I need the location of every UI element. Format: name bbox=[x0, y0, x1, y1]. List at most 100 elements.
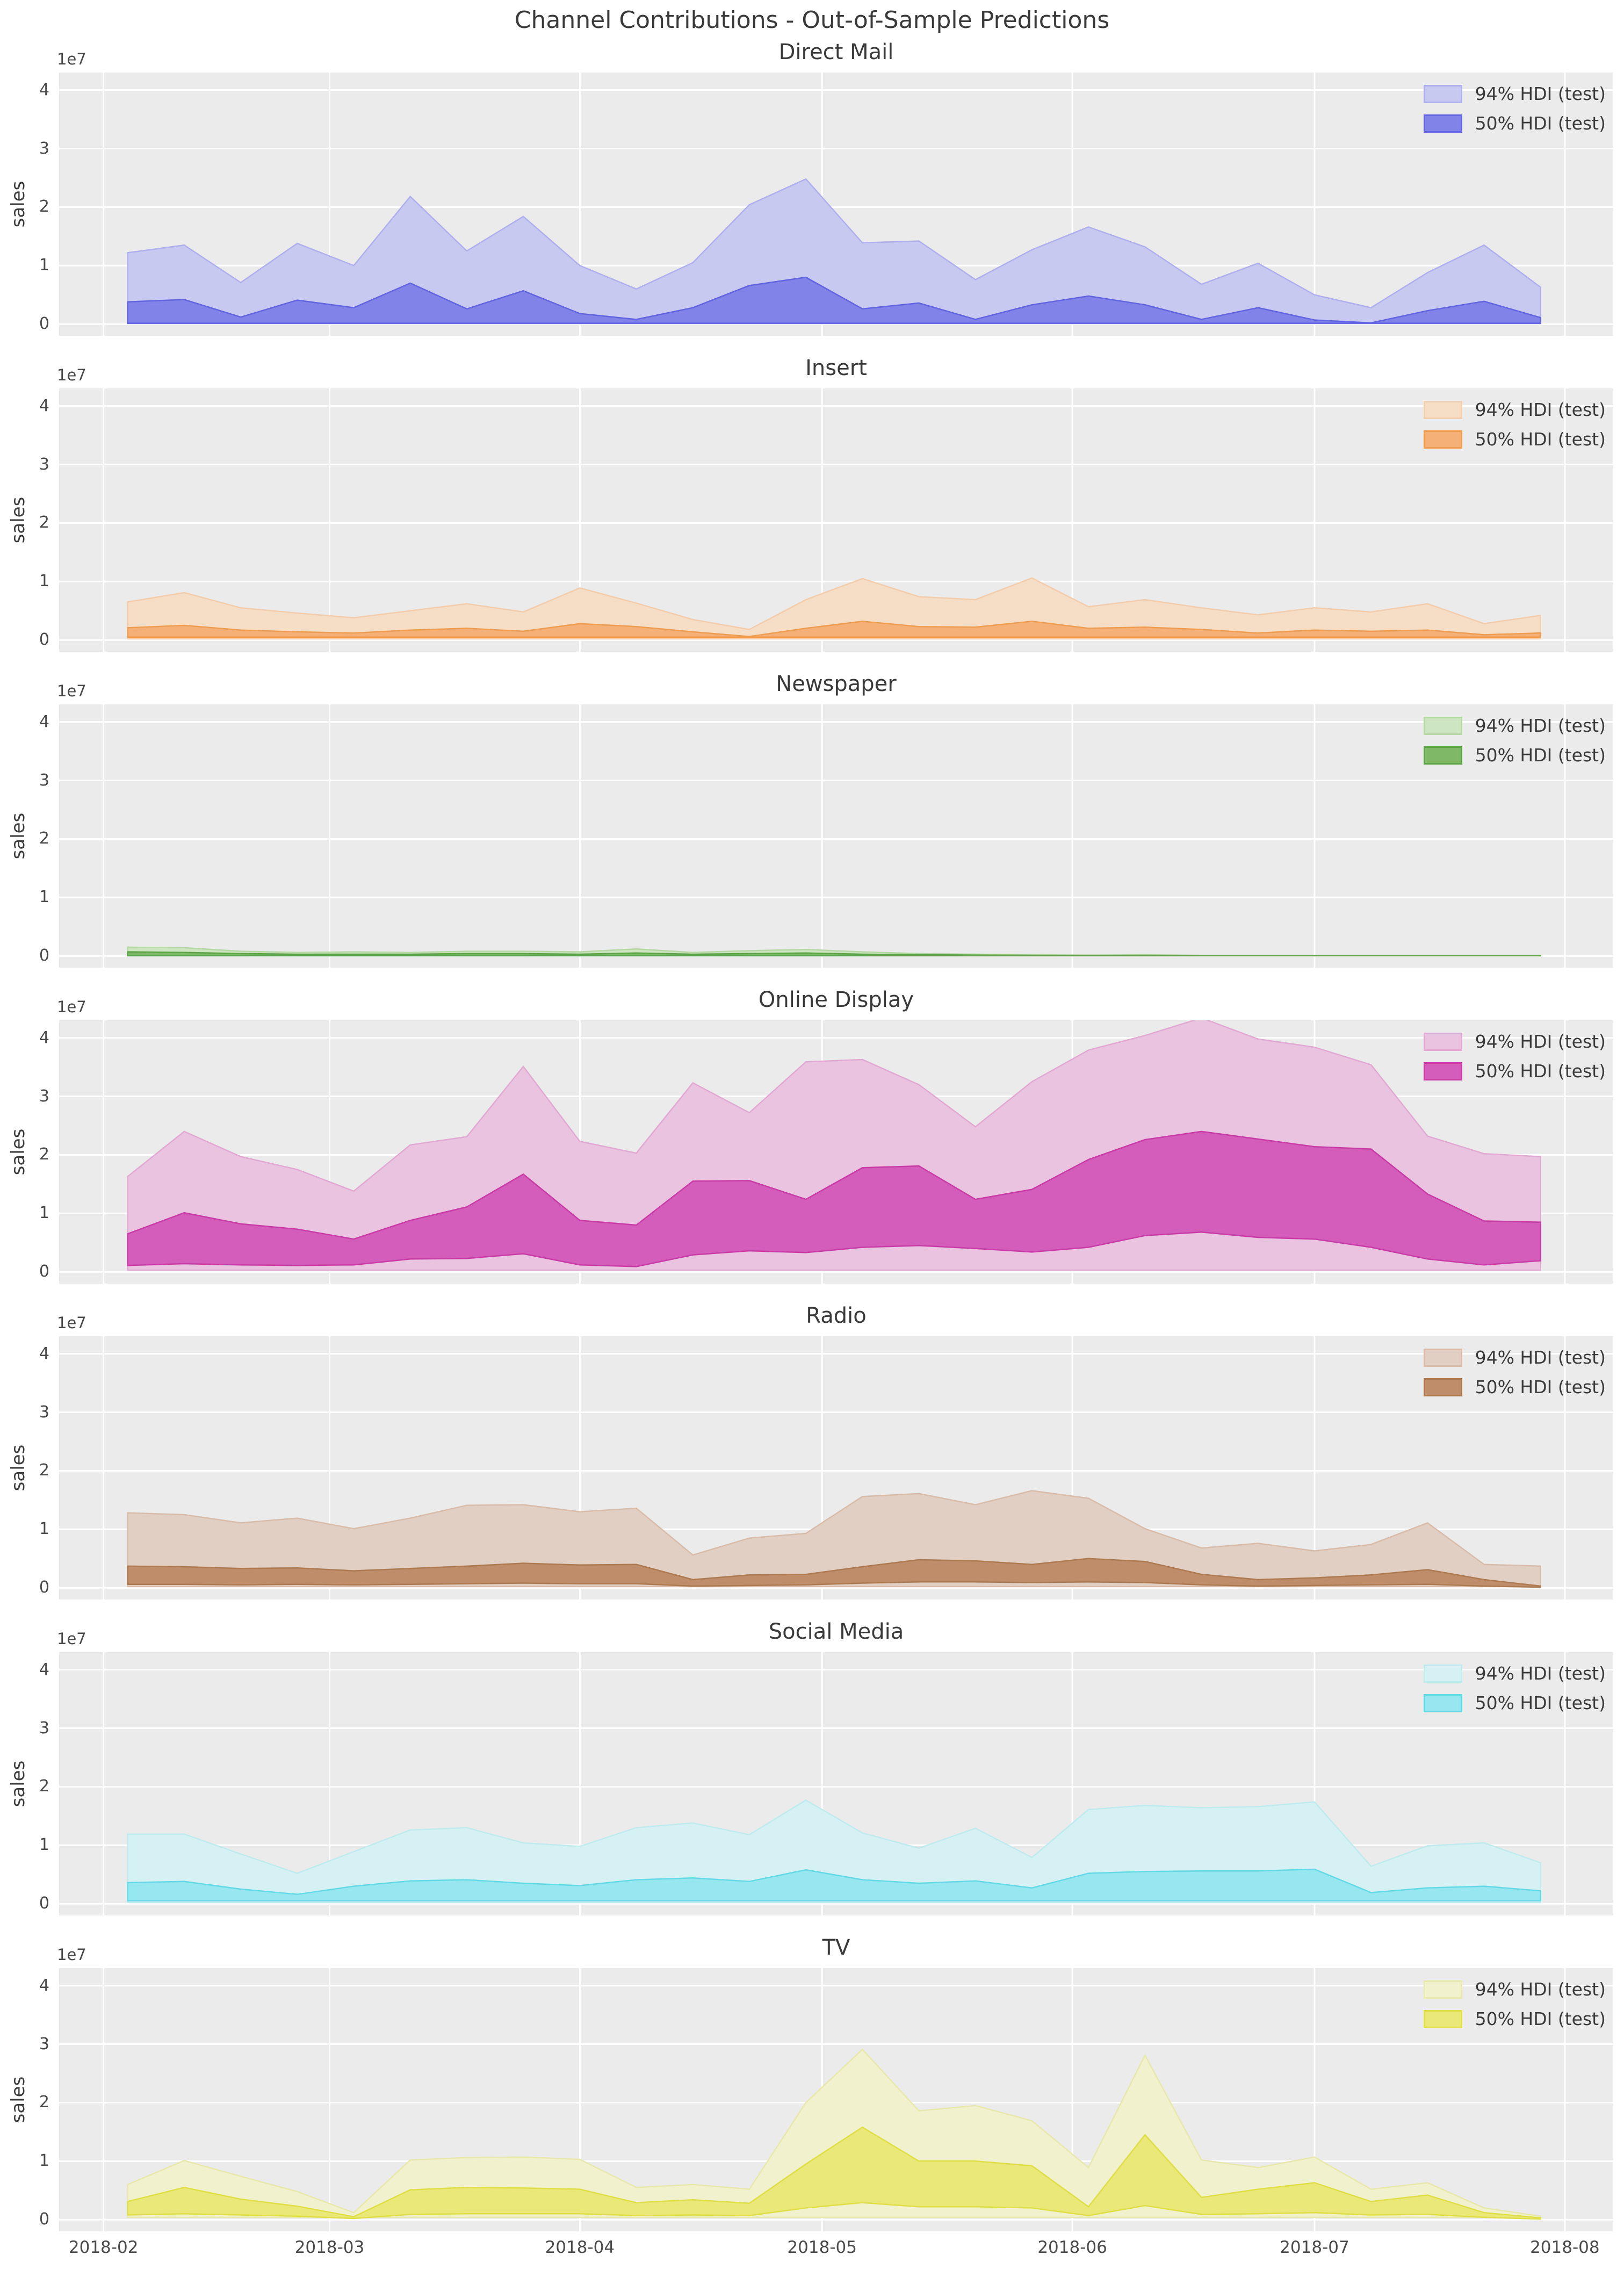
legend-label-50: 50% HDI (test) bbox=[1475, 1692, 1606, 1713]
y-axis-offset-text: 1e7 bbox=[57, 1630, 86, 1648]
legend-entry-50: 50% HDI (test) bbox=[1423, 1061, 1606, 1082]
y-tick-label: 4 bbox=[39, 1028, 49, 1047]
legend-label-50: 50% HDI (test) bbox=[1475, 1377, 1606, 1397]
legend-entry-50: 50% HDI (test) bbox=[1423, 745, 1606, 766]
subplot-title: Newspaper bbox=[776, 672, 897, 696]
plot-area: 94% HDI (test) 50% HDI (test) bbox=[59, 1652, 1613, 1915]
chart-canvas bbox=[59, 1652, 1613, 1915]
legend-entry-94: 94% HDI (test) bbox=[1423, 1347, 1606, 1368]
subplot-title: Insert bbox=[805, 356, 867, 380]
hdi94-band bbox=[127, 577, 1541, 640]
chart-canvas bbox=[59, 1968, 1613, 2231]
legend: 94% HDI (test) 50% HDI (test) bbox=[1423, 1663, 1606, 1713]
legend: 94% HDI (test) 50% HDI (test) bbox=[1423, 1031, 1606, 1082]
x-tick-label: 2018-04 bbox=[545, 2238, 615, 2257]
y-tick-label: 4 bbox=[39, 396, 49, 415]
y-tick-label: 2 bbox=[39, 829, 49, 848]
legend-label-50: 50% HDI (test) bbox=[1475, 1061, 1606, 1082]
figure-title: Channel Contributions - Out-of-Sample Pr… bbox=[514, 6, 1110, 34]
legend-entry-94: 94% HDI (test) bbox=[1423, 715, 1606, 736]
y-tick-label: 3 bbox=[39, 1086, 49, 1106]
y-tick-label: 3 bbox=[39, 1718, 49, 1738]
legend-patch-94-icon bbox=[1423, 84, 1462, 103]
subplot-title: Online Display bbox=[758, 988, 914, 1012]
y-tick-label: 1 bbox=[39, 888, 49, 907]
y-tick-label: 1 bbox=[39, 1519, 49, 1539]
y-tick-label: 0 bbox=[39, 946, 49, 966]
legend-entry-50: 50% HDI (test) bbox=[1423, 429, 1606, 450]
subplot-title: TV bbox=[822, 1935, 850, 1960]
x-tick-label: 2018-02 bbox=[68, 2238, 139, 2257]
chart-canvas bbox=[59, 1020, 1613, 1284]
legend-patch-50-icon bbox=[1423, 746, 1462, 765]
x-tick-label: 2018-05 bbox=[787, 2238, 857, 2257]
y-tick-label: 4 bbox=[39, 1660, 49, 1679]
legend-patch-50-icon bbox=[1423, 1694, 1462, 1712]
legend-entry-50: 50% HDI (test) bbox=[1423, 1377, 1606, 1397]
subplot-title: Direct Mail bbox=[778, 40, 894, 64]
y-tick-label: 1 bbox=[39, 256, 49, 275]
legend: 94% HDI (test) 50% HDI (test) bbox=[1423, 1347, 1606, 1397]
legend-patch-94-icon bbox=[1423, 400, 1462, 419]
y-tick-label: 1 bbox=[39, 1835, 49, 1855]
legend-entry-94: 94% HDI (test) bbox=[1423, 1663, 1606, 1684]
legend-label-94: 94% HDI (test) bbox=[1475, 715, 1606, 736]
legend-entry-50: 50% HDI (test) bbox=[1423, 1692, 1606, 1713]
legend-label-94: 94% HDI (test) bbox=[1475, 1979, 1606, 2000]
legend-patch-50-icon bbox=[1423, 2009, 1462, 2028]
legend-label-50: 50% HDI (test) bbox=[1475, 2008, 1606, 2029]
y-axis-offset-text: 1e7 bbox=[57, 1946, 86, 1964]
legend-patch-50-icon bbox=[1423, 430, 1462, 449]
chart-canvas bbox=[59, 1336, 1613, 1599]
y-tick-label: 0 bbox=[39, 1578, 49, 1597]
y-tick-label: 4 bbox=[39, 1344, 49, 1363]
legend-label-50: 50% HDI (test) bbox=[1475, 429, 1606, 450]
x-tick-label: 2018-03 bbox=[294, 2238, 365, 2257]
legend-label-50: 50% HDI (test) bbox=[1475, 745, 1606, 766]
x-tick-label: 2018-07 bbox=[1280, 2238, 1349, 2257]
legend-entry-50: 50% HDI (test) bbox=[1423, 2008, 1606, 2029]
y-tick-label: 1 bbox=[39, 1204, 49, 1223]
legend-patch-50-icon bbox=[1423, 1062, 1462, 1080]
y-tick-label: 3 bbox=[39, 139, 49, 158]
y-tick-label: 0 bbox=[39, 314, 49, 334]
y-tick-label: 2 bbox=[39, 1461, 49, 1480]
legend-entry-94: 94% HDI (test) bbox=[1423, 1031, 1606, 1052]
chart-canvas bbox=[59, 73, 1613, 336]
y-axis-offset-text: 1e7 bbox=[57, 50, 86, 68]
chart-canvas bbox=[59, 388, 1613, 652]
hdi50-band bbox=[127, 2126, 1541, 2220]
legend-patch-94-icon bbox=[1423, 1032, 1462, 1051]
legend-label-94: 94% HDI (test) bbox=[1475, 1347, 1606, 1368]
subplot-title: Radio bbox=[806, 1303, 867, 1328]
y-axis-offset-text: 1e7 bbox=[57, 1314, 86, 1332]
y-tick-label: 0 bbox=[39, 2210, 49, 2229]
legend-label-94: 94% HDI (test) bbox=[1475, 1663, 1606, 1684]
y-tick-label: 2 bbox=[39, 513, 49, 532]
y-tick-label: 1 bbox=[39, 572, 49, 591]
legend: 94% HDI (test) 50% HDI (test) bbox=[1423, 1979, 1606, 2029]
y-axis-offset-text: 1e7 bbox=[57, 366, 86, 384]
plot-area: 94% HDI (test) 50% HDI (test) bbox=[59, 704, 1613, 968]
y-tick-label: 4 bbox=[39, 712, 49, 731]
legend-entry-94: 94% HDI (test) bbox=[1423, 1979, 1606, 2000]
y-tick-label: 0 bbox=[39, 1894, 49, 1913]
legend-entry-94: 94% HDI (test) bbox=[1423, 399, 1606, 420]
y-axis-offset-text: 1e7 bbox=[57, 998, 86, 1016]
plot-area: 94% HDI (test) 50% HDI (test) bbox=[59, 1336, 1613, 1599]
legend: 94% HDI (test) 50% HDI (test) bbox=[1423, 715, 1606, 766]
legend-label-94: 94% HDI (test) bbox=[1475, 1031, 1606, 1052]
plot-area: 94% HDI (test) 50% HDI (test) bbox=[59, 388, 1613, 652]
y-tick-label: 0 bbox=[39, 1262, 49, 1281]
y-axis-offset-text: 1e7 bbox=[57, 682, 86, 700]
legend-patch-94-icon bbox=[1423, 1348, 1462, 1367]
y-tick-label: 2 bbox=[39, 197, 49, 217]
y-tick-label: 2 bbox=[39, 1777, 49, 1796]
hdi50-band bbox=[127, 951, 1541, 957]
y-tick-label: 4 bbox=[39, 1976, 49, 1995]
